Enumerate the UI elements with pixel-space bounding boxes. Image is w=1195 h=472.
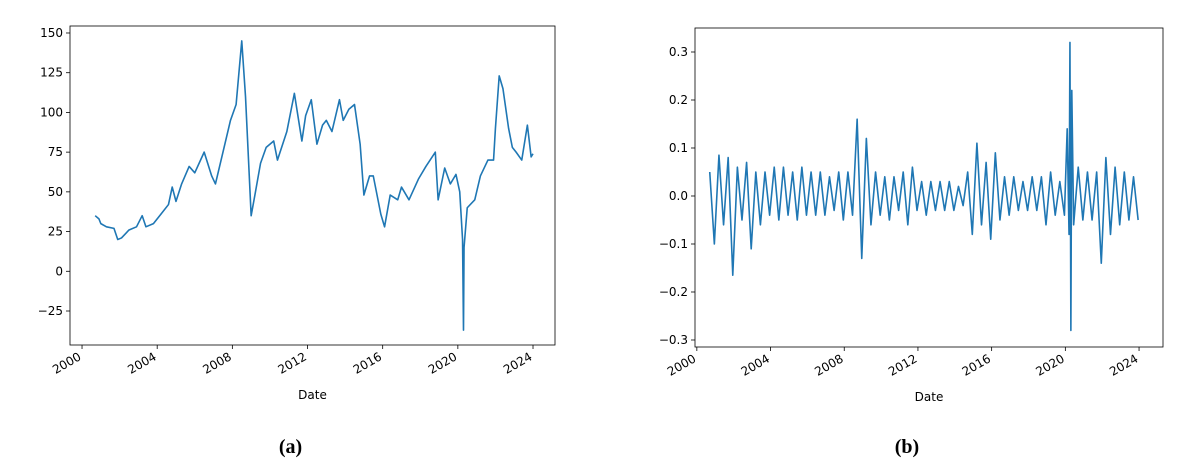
y-tick-label: −0.3 bbox=[659, 333, 688, 347]
x-axis-label: Date bbox=[298, 388, 327, 402]
caption: (a) bbox=[279, 436, 302, 458]
x-tick-label: 2024 bbox=[501, 349, 534, 376]
y-tick-label: 25 bbox=[48, 225, 63, 239]
x-tick-label: 2008 bbox=[812, 351, 845, 378]
x-tick-label: 2008 bbox=[200, 349, 233, 376]
y-tick-label: −0.1 bbox=[659, 237, 688, 251]
plot-frame bbox=[69, 25, 556, 346]
x-axis-label: Date bbox=[915, 390, 944, 404]
x-tick-label: 2004 bbox=[739, 351, 772, 378]
y-tick-label: 150 bbox=[40, 26, 63, 40]
x-tick-label: 2012 bbox=[886, 351, 919, 378]
x-tick-label: 2016 bbox=[351, 349, 384, 376]
plot-frame bbox=[694, 27, 1164, 348]
y-tick-label: 0.2 bbox=[669, 93, 688, 107]
y-tick-label: −25 bbox=[38, 304, 63, 318]
y-tick-label: 0 bbox=[55, 264, 63, 278]
y-tick-label: 75 bbox=[48, 145, 63, 159]
x-tick-label: 2020 bbox=[1033, 351, 1066, 378]
caption: (b) bbox=[895, 436, 919, 458]
data-line bbox=[94, 40, 534, 331]
x-tick-label: 2000 bbox=[50, 349, 83, 376]
x-tick-label: 2000 bbox=[665, 351, 698, 378]
y-tick-label: 0.0 bbox=[669, 189, 688, 203]
y-tick-label: −0.2 bbox=[659, 285, 688, 299]
x-tick-label: 2004 bbox=[125, 349, 158, 376]
y-tick-label: 0.1 bbox=[669, 141, 688, 155]
y-tick-label: 0.3 bbox=[669, 45, 688, 59]
x-tick-label: 2012 bbox=[276, 349, 309, 376]
y-tick-label: 50 bbox=[48, 185, 63, 199]
y-tick-label: 125 bbox=[40, 66, 63, 80]
x-tick-label: 2016 bbox=[960, 351, 993, 378]
x-tick-label: 2020 bbox=[426, 349, 459, 376]
x-tick-label: 2024 bbox=[1107, 351, 1140, 378]
y-tick-label: 100 bbox=[40, 105, 63, 119]
data-line bbox=[708, 41, 1139, 332]
